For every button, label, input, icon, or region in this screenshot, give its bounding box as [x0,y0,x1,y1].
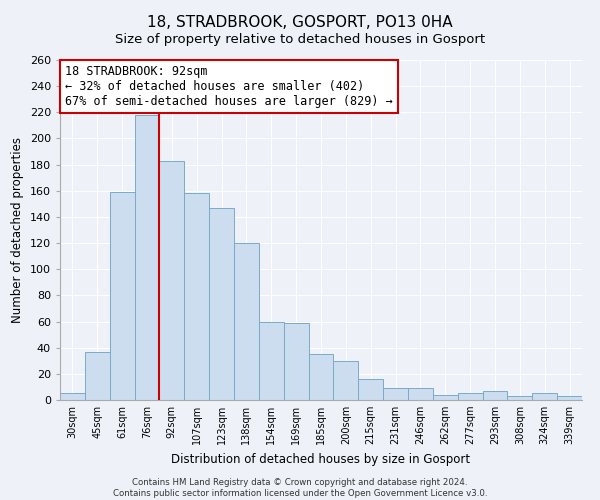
Bar [532,394,557,400]
Bar [408,388,433,400]
Text: 18, STRADBROOK, GOSPORT, PO13 0HA: 18, STRADBROOK, GOSPORT, PO13 0HA [147,15,453,30]
Bar [134,115,160,400]
Bar [110,192,134,400]
Y-axis label: Number of detached properties: Number of detached properties [11,137,24,323]
Bar [60,394,85,400]
Text: Size of property relative to detached houses in Gosport: Size of property relative to detached ho… [115,32,485,46]
Bar [383,388,408,400]
Bar [308,354,334,400]
Bar [234,243,259,400]
Bar [482,391,508,400]
Bar [184,194,209,400]
Bar [209,208,234,400]
X-axis label: Distribution of detached houses by size in Gosport: Distribution of detached houses by size … [172,452,470,466]
Bar [458,394,482,400]
Bar [259,322,284,400]
Bar [557,396,582,400]
Text: Contains HM Land Registry data © Crown copyright and database right 2024.
Contai: Contains HM Land Registry data © Crown c… [113,478,487,498]
Bar [160,160,184,400]
Text: 18 STRADBROOK: 92sqm
← 32% of detached houses are smaller (402)
67% of semi-deta: 18 STRADBROOK: 92sqm ← 32% of detached h… [65,65,393,108]
Bar [508,396,532,400]
Bar [358,379,383,400]
Bar [284,323,308,400]
Bar [334,361,358,400]
Bar [85,352,110,400]
Bar [433,395,458,400]
